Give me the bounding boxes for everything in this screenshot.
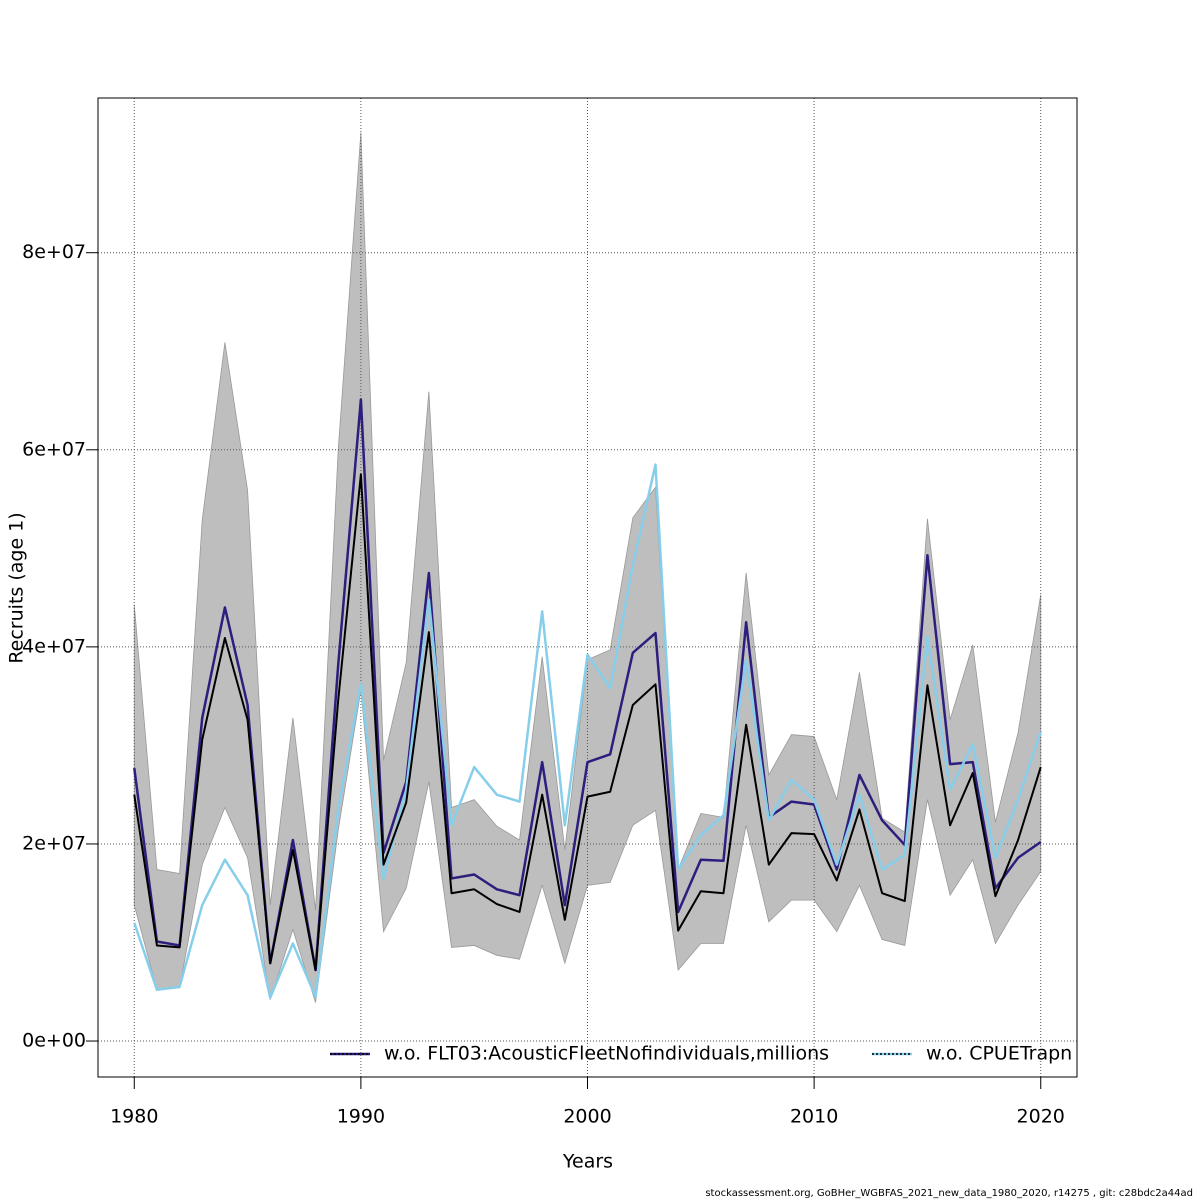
x-tick-label: 2000 [563, 1106, 611, 1128]
series-line [133, 398, 1042, 972]
legend-label: w.o. FLT03:AcousticFleetNofindividuals,m… [384, 1043, 829, 1065]
y-tick-label: 6e+07 [22, 438, 86, 460]
x-tick-label: 1980 [110, 1106, 158, 1128]
y-tick-label: 4e+07 [22, 635, 86, 657]
x-tick-label: 2010 [790, 1106, 838, 1128]
y-axis-label: Recruits (age 1) [6, 512, 28, 663]
estimate-line [133, 473, 1042, 972]
y-tick-label: 2e+07 [22, 832, 86, 854]
footer: stockassessment.org, GoBHer_WGBFAS_2021_… [705, 1188, 1193, 1199]
y-tick-label: 0e+00 [22, 1030, 86, 1052]
y-tick-label: 8e+07 [22, 241, 86, 263]
x-tick-label: 2020 [1017, 1106, 1065, 1128]
series-line [133, 463, 1042, 999]
x-tick-label: 1990 [337, 1106, 385, 1128]
legend-label: w.o. CPUETrapn [926, 1043, 1072, 1065]
x-axis-label: Years [562, 1151, 613, 1173]
